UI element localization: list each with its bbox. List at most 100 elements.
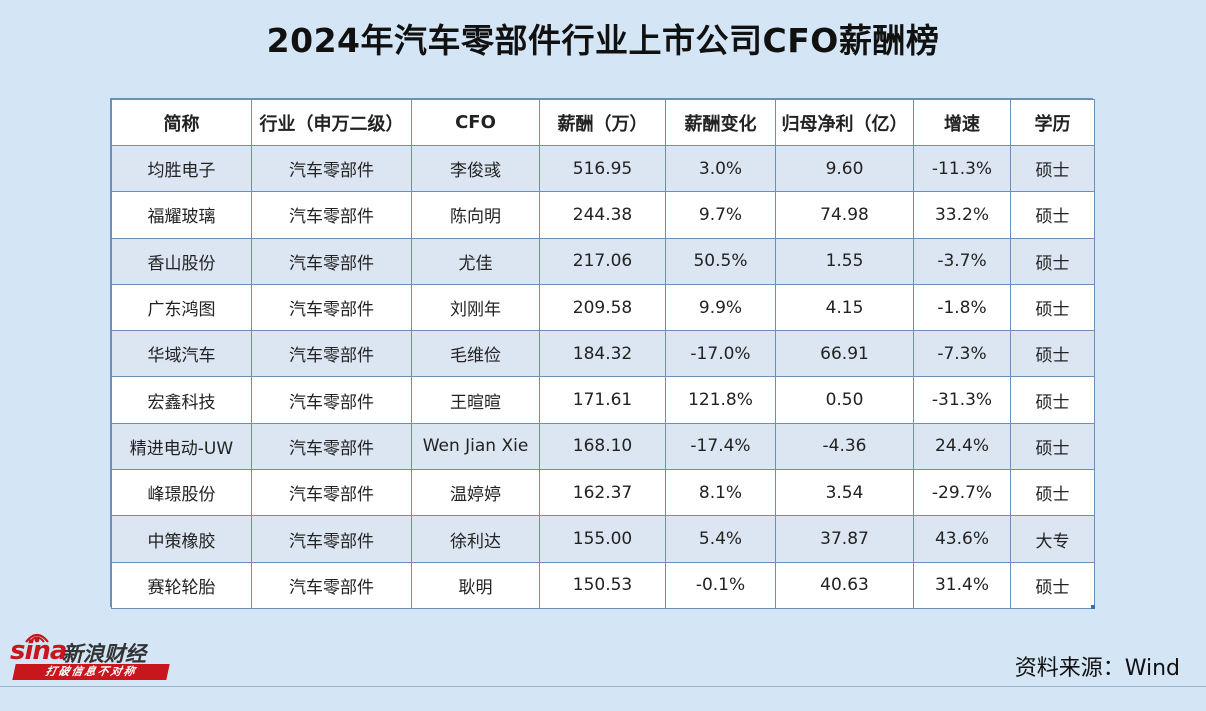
sina-eye-icon (25, 633, 49, 643)
cell-salary: 209.58 (539, 283, 666, 332)
cell-salary-change: 50.5% (665, 237, 776, 285)
table-row: 广东鸿图 汽车零部件 刘刚年 209.58 9.9% 4.15 -1.8% 硕士 (111, 283, 1095, 332)
cell-salary: 244.38 (539, 191, 666, 239)
cfo-salary-table: 简称 行业（申万二级） CFO 薪酬（万） 薪酬变化 归母净利（亿） 增速 学历… (110, 98, 1095, 609)
cell-salary-change: 8.1% (665, 469, 776, 517)
cell-growth: -29.7% (913, 469, 1011, 517)
cell-cfo: 徐利达 (411, 515, 540, 563)
page-title: 2024年汽车零部件行业上市公司CFO薪酬榜 (266, 21, 940, 60)
cell-salary: 184.32 (539, 330, 666, 378)
cell-education: 硕士 (1010, 376, 1095, 424)
table-row: 香山股份 汽车零部件 尤佳 217.06 50.5% 1.55 -3.7% 硕士 (111, 237, 1095, 285)
cell-salary-change: 9.7% (665, 191, 776, 239)
table-row: 精进电动-UW 汽车零部件 Wen Jian Xie 168.10 -17.4%… (111, 422, 1095, 471)
cell-net-profit: 4.15 (775, 283, 914, 332)
cell-abbr: 广东鸿图 (111, 283, 252, 332)
cell-growth: 24.4% (913, 422, 1011, 471)
cell-salary-change: -0.1% (665, 561, 776, 609)
sina-finance-logo: sina 新浪财经 打破信息不对称 (10, 630, 170, 682)
cell-abbr: 中策橡胶 (111, 515, 252, 563)
cell-growth: -7.3% (913, 330, 1011, 378)
cell-education: 硕士 (1010, 330, 1095, 378)
cell-education: 硕士 (1010, 283, 1095, 332)
cell-abbr: 精进电动-UW (111, 422, 252, 471)
cell-industry: 汽车零部件 (251, 330, 412, 378)
cell-abbr: 赛轮轮胎 (111, 561, 252, 609)
cell-education: 大专 (1010, 515, 1095, 563)
cell-growth: 31.4% (913, 561, 1011, 609)
table-row: 福耀玻璃 汽车零部件 陈向明 244.38 9.7% 74.98 33.2% 硕… (111, 191, 1095, 239)
cell-cfo: 陈向明 (411, 191, 540, 239)
cell-abbr: 香山股份 (111, 237, 252, 285)
table-row: 赛轮轮胎 汽车零部件 耿明 150.53 -0.1% 40.63 31.4% 硕… (111, 561, 1095, 609)
cell-salary: 516.95 (539, 144, 666, 193)
table-row: 中策橡胶 汽车零部件 徐利达 155.00 5.4% 37.87 43.6% 大… (111, 515, 1095, 563)
cell-industry: 汽车零部件 (251, 469, 412, 517)
cell-salary-change: 121.8% (665, 376, 776, 424)
cell-industry: 汽车零部件 (251, 376, 412, 424)
cell-industry: 汽车零部件 (251, 515, 412, 563)
header-education: 学历 (1010, 99, 1095, 146)
cell-industry: 汽车零部件 (251, 422, 412, 471)
header-net-profit: 归母净利（亿） (775, 99, 914, 146)
cell-salary-change: -17.0% (665, 330, 776, 378)
cell-salary: 171.61 (539, 376, 666, 424)
cell-abbr: 均胜电子 (111, 144, 252, 193)
cell-net-profit: 3.54 (775, 469, 914, 517)
cell-net-profit: -4.36 (775, 422, 914, 471)
cell-industry: 汽车零部件 (251, 237, 412, 285)
cell-education: 硕士 (1010, 191, 1095, 239)
cell-abbr: 宏鑫科技 (111, 376, 252, 424)
cell-salary-change: 9.9% (665, 283, 776, 332)
cell-industry: 汽车零部件 (251, 283, 412, 332)
cell-education: 硕士 (1010, 469, 1095, 517)
cell-growth: -11.3% (913, 144, 1011, 193)
cell-cfo: 毛维俭 (411, 330, 540, 378)
logo-brand: sina (10, 636, 67, 666)
cell-education: 硕士 (1010, 237, 1095, 285)
cell-salary: 155.00 (539, 515, 666, 563)
cell-education: 硕士 (1010, 422, 1095, 471)
cell-net-profit: 74.98 (775, 191, 914, 239)
logo-name: 新浪财经 (62, 642, 146, 666)
cell-cfo: 温婷婷 (411, 469, 540, 517)
data-source: 资料来源：Wind (1014, 656, 1180, 681)
cell-cfo: 耿明 (411, 561, 540, 609)
cell-net-profit: 0.50 (775, 376, 914, 424)
header-abbr: 简称 (111, 99, 252, 146)
header-salary: 薪酬（万） (539, 99, 666, 146)
cell-growth: -31.3% (913, 376, 1011, 424)
header-growth: 增速 (913, 99, 1011, 146)
cell-net-profit: 37.87 (775, 515, 914, 563)
cell-net-profit: 66.91 (775, 330, 914, 378)
cell-net-profit: 40.63 (775, 561, 914, 609)
cell-growth: 43.6% (913, 515, 1011, 563)
cell-salary: 162.37 (539, 469, 666, 517)
header-salary-change: 薪酬变化 (665, 99, 776, 146)
cell-growth: -1.8% (913, 283, 1011, 332)
bottom-divider (0, 686, 1206, 687)
cell-salary: 217.06 (539, 237, 666, 285)
cell-education: 硕士 (1010, 144, 1095, 193)
cell-salary-change: 5.4% (665, 515, 776, 563)
header-industry: 行业（申万二级） (251, 99, 412, 146)
cell-salary: 168.10 (539, 422, 666, 471)
cell-cfo: 尤佳 (411, 237, 540, 285)
cell-abbr: 福耀玻璃 (111, 191, 252, 239)
cell-cfo: 李俊彧 (411, 144, 540, 193)
cell-growth: 33.2% (913, 191, 1011, 239)
logo-slogan: 打破信息不对称 (12, 664, 170, 680)
cell-abbr: 华域汽车 (111, 330, 252, 378)
table-row: 均胜电子 汽车零部件 李俊彧 516.95 3.0% 9.60 -11.3% 硕… (111, 144, 1095, 193)
table-resize-handle[interactable] (1091, 605, 1095, 609)
cell-cfo: Wen Jian Xie (411, 422, 540, 471)
cell-net-profit: 9.60 (775, 144, 914, 193)
cell-cfo: 王暄暄 (411, 376, 540, 424)
cell-abbr: 峰璟股份 (111, 469, 252, 517)
table-row: 峰璟股份 汽车零部件 温婷婷 162.37 8.1% 3.54 -29.7% 硕… (111, 469, 1095, 517)
cell-industry: 汽车零部件 (251, 561, 412, 609)
table-row: 宏鑫科技 汽车零部件 王暄暄 171.61 121.8% 0.50 -31.3%… (111, 376, 1095, 424)
cell-growth: -3.7% (913, 237, 1011, 285)
header-cfo: CFO (411, 99, 540, 146)
cell-salary-change: 3.0% (665, 144, 776, 193)
